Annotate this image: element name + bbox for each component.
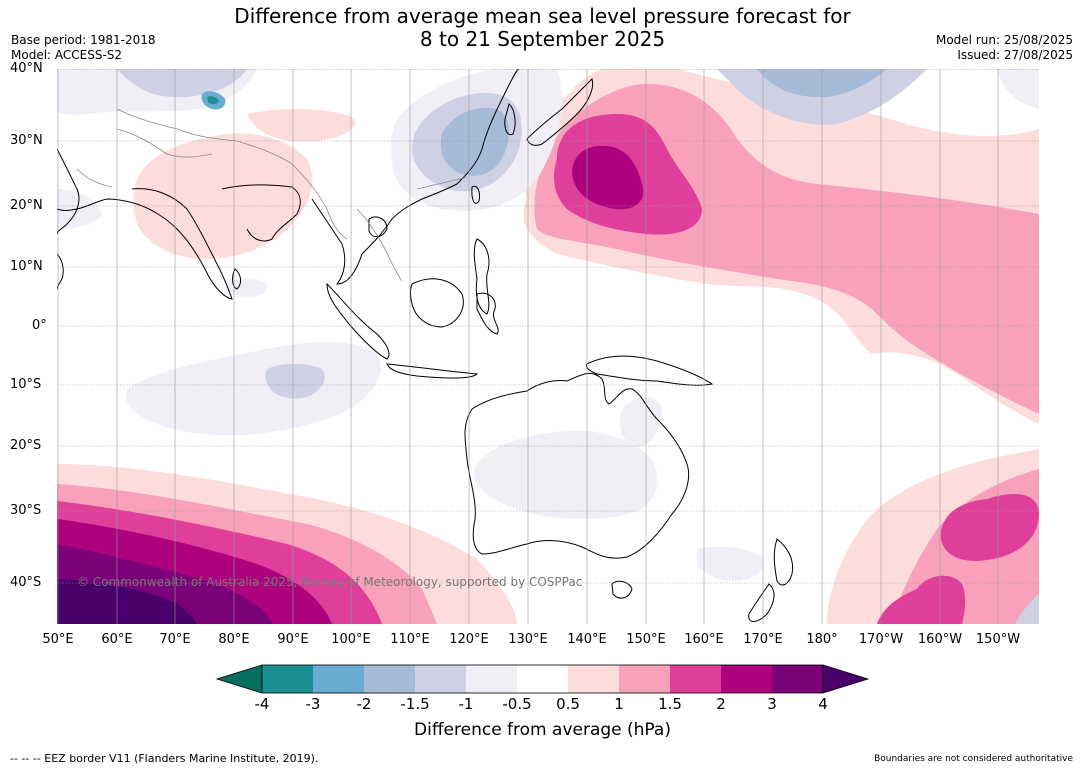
colorbar-cell [721, 665, 773, 693]
lat-label: 30°N [10, 133, 43, 148]
colorbar-tick-label: 3 [767, 695, 777, 713]
lon-label: 60°E [101, 632, 133, 647]
colorbar-cell [262, 665, 314, 693]
map-title: Difference from average mean sea level p… [0, 5, 1085, 51]
lat-label: 10°S [10, 377, 42, 392]
title-line-2: 8 to 21 September 2025 [419, 27, 666, 51]
pressure-anomaly-australia [474, 397, 764, 581]
colorbar-tick-label: 1 [614, 695, 624, 713]
colorbar-cells [262, 665, 824, 693]
lon-label: 100°E [331, 632, 371, 647]
lat-label: 40°N [10, 61, 43, 76]
colorbar-tick-label: 0.5 [556, 695, 580, 713]
colorbar-cell [670, 665, 722, 693]
base-period: Base period: 1981-2018 [11, 33, 156, 47]
colorbar-cell [517, 665, 569, 693]
eez-note: -- -- -- EEZ border V11 (Flanders Marine… [10, 752, 319, 765]
colorbar-tick-label: -1.5 [400, 695, 430, 713]
colorbar-frame [261, 664, 824, 694]
pressure-anomaly-northwest-pacific [523, 69, 1039, 424]
colorbar-cell [568, 665, 620, 693]
lon-label: 80°E [218, 632, 250, 647]
colorbar-cell [364, 665, 416, 693]
colorbar-tick-label: 1.5 [658, 695, 682, 713]
lon-label: 150°W [975, 632, 1021, 647]
pressure-anomaly-southwest [57, 464, 517, 624]
model-name: Model: ACCESS-S2 [11, 48, 123, 62]
boundaries-note: Boundaries are not considered authoritat… [874, 754, 1073, 764]
title-line-1: Difference from average mean sea level p… [234, 4, 851, 28]
lon-label: 120°E [449, 632, 489, 647]
colorbar-tick-label: -2 [356, 695, 372, 713]
colorbar [215, 664, 870, 694]
lon-label: 150°E [626, 632, 666, 647]
colorbar-cell [619, 665, 671, 693]
colorbar-tick-label: -4 [254, 695, 270, 713]
colorbar-tick-label: 4 [818, 695, 828, 713]
map-canvas: © Commonwealth of Australia 2025, Bureau… [57, 69, 1039, 624]
lon-label: 140°E [567, 632, 607, 647]
issued-date: Issued: 27/08/2025 [957, 48, 1073, 62]
lat-label: 30°S [10, 503, 42, 518]
colorbar-tick-label: -3 [305, 695, 321, 713]
meta-left: Base period: 1981-2018 Model: ACCESS-S2 [11, 33, 156, 63]
lon-label: 110°E [390, 632, 430, 647]
pressure-anomaly-indian-ocean [125, 278, 381, 436]
pressure-anomaly-east-asia [57, 69, 562, 211]
lat-label: 10°N [10, 259, 43, 274]
lon-label: 180° [806, 632, 838, 647]
lon-label: 170°E [743, 632, 783, 647]
lon-label: 70°E [159, 632, 191, 647]
lat-label: 20°S [10, 438, 42, 453]
colorbar-tick-label: 2 [716, 695, 726, 713]
meridians [57, 69, 999, 624]
meta-right: Model run: 25/08/2025 Issued: 27/08/2025 [936, 33, 1073, 63]
lon-label: 160°W [917, 632, 963, 647]
colorbar-tick-label: -1 [458, 695, 474, 713]
colorbar-cell [466, 665, 518, 693]
colorbar-extend-low [215, 664, 263, 694]
lon-label: 90°E [277, 632, 309, 647]
copyright-watermark: © Commonwealth of Australia 2025, Bureau… [77, 575, 582, 589]
colorbar-cell [415, 665, 467, 693]
colorbar-title: Difference from average (hPa) [414, 720, 671, 740]
colorbar-cell [313, 665, 365, 693]
colorbar-tick-label: -0.5 [502, 695, 532, 713]
colorbar-cell [772, 665, 824, 693]
model-run: Model run: 25/08/2025 [935, 33, 1073, 47]
pressure-anomaly-south-asia [57, 109, 356, 259]
lon-label: 170°W [858, 632, 904, 647]
lon-label: 160°E [684, 632, 724, 647]
lon-label: 130°E [508, 632, 548, 647]
lat-label: 20°N [10, 198, 43, 213]
colorbar-extend-high [822, 664, 870, 694]
lat-label: 40°S [10, 575, 42, 590]
lat-label: 0° [32, 318, 47, 333]
country-borders [76, 108, 468, 282]
lon-label: 50°E [42, 632, 74, 647]
